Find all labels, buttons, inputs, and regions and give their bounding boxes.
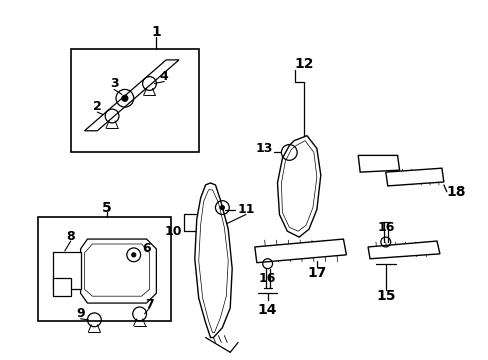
Polygon shape (194, 183, 232, 338)
Circle shape (122, 95, 127, 101)
Circle shape (220, 206, 224, 210)
Polygon shape (385, 168, 443, 186)
Text: 1: 1 (151, 25, 161, 39)
Bar (38, 217, 171, 321)
Text: 6: 6 (142, 242, 150, 255)
Text: 18: 18 (446, 185, 466, 199)
Text: 4: 4 (160, 70, 168, 83)
Text: 16: 16 (376, 221, 394, 234)
Polygon shape (254, 239, 346, 263)
Text: 14: 14 (257, 303, 277, 317)
Circle shape (131, 253, 136, 257)
Polygon shape (81, 239, 156, 303)
Text: 10: 10 (164, 225, 182, 238)
Text: 8: 8 (66, 230, 75, 243)
Text: 9: 9 (76, 307, 85, 320)
Text: 15: 15 (375, 289, 395, 303)
Polygon shape (367, 241, 439, 259)
Bar (53, 252, 81, 289)
Text: 2: 2 (93, 100, 102, 113)
Text: 16: 16 (259, 272, 276, 285)
Bar (71, 49, 198, 152)
Polygon shape (84, 60, 179, 131)
Text: 13: 13 (256, 142, 273, 155)
Polygon shape (281, 141, 316, 231)
Text: 3: 3 (109, 77, 118, 90)
Polygon shape (358, 156, 399, 172)
Bar (53, 278, 71, 296)
Text: 17: 17 (306, 266, 326, 280)
Polygon shape (277, 136, 320, 237)
Text: 7: 7 (145, 298, 154, 311)
Polygon shape (84, 244, 149, 296)
Text: 5: 5 (102, 201, 112, 215)
Text: 11: 11 (237, 203, 254, 216)
Text: 12: 12 (294, 57, 313, 71)
Polygon shape (198, 190, 228, 333)
